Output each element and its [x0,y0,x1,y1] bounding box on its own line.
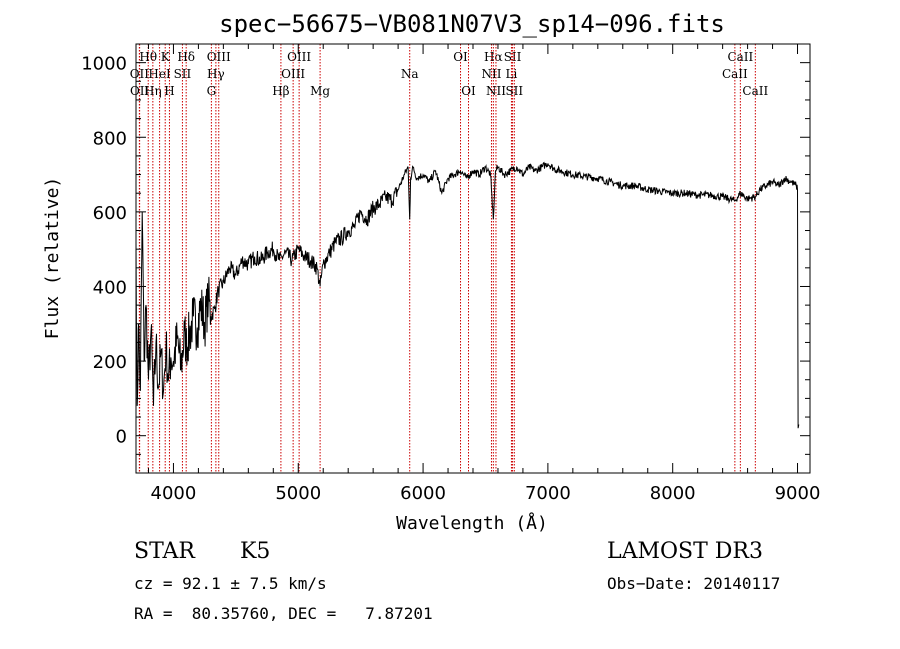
x-tick-label: 9000 [775,483,821,504]
obs-date: Obs−Date: 20140117 [607,574,781,593]
spectral-line-label: G [207,84,217,98]
x-tick-label: 7000 [525,483,571,504]
spectral-line-label: NII [481,67,501,81]
x-tick-label: 5000 [275,483,321,504]
chart-title: spec−56675−VB081N07V3_sp14−096.fits [219,10,725,38]
coordinates: RA = 80.35760, DEC = 7.87201 [134,604,433,623]
spectral-line-label: Na [401,67,419,81]
spectral-line-label: OI [453,50,468,64]
y-tick-label: 600 [93,203,127,224]
spectral-line-label: OIII [287,50,311,64]
object-subclass: K5 [240,539,271,564]
object-class: STAR [134,539,195,564]
y-tick-label: 0 [116,427,127,448]
x-axis-label: Wavelength (Å) [396,512,548,534]
spectral-line-label: Hθ [139,50,157,64]
spectral-line-label: SII [505,84,523,98]
spectral-line-label: Li [506,67,518,81]
spectral-line-label: Hη [144,84,162,98]
y-tick-label: 1000 [81,54,127,75]
spectral-line-label: CaII [727,50,753,64]
spectral-line-label: SII [174,67,192,81]
plot-frame [135,43,811,474]
y-tick-label: 800 [93,128,127,149]
spectral-line-label: NII [486,84,506,98]
spectral-line-label: OI [461,84,476,98]
x-tick-label: 6000 [400,483,446,504]
spectral-line-label: Mg [310,84,330,98]
survey-name: LAMOST DR3 [607,539,763,564]
spectral-line-label: CaII [742,84,768,98]
spectral-line-label: HeI [148,67,171,81]
y-axis-label: Flux (relative) [42,177,63,340]
x-tick-label: 4000 [151,483,197,504]
spectrum-line [135,161,800,429]
spectral-line-label: Hδ [177,50,195,64]
spectral-line-label: K [161,50,171,64]
y-tick-label: 200 [93,352,127,373]
x-axis: 4000 5000 6000 7000 8000 9000 [147,44,821,504]
spectral-line-label: H [164,84,174,98]
spectral-line-label: SII [504,50,522,64]
spectral-line-label: OIII [281,67,305,81]
spectral-line-label: CaII [722,67,748,81]
spectral-line-label: OII [130,84,150,98]
y-tick-label: 400 [93,277,127,298]
redshift-info: cz = 92.1 ± 7.5 km/s [134,574,327,593]
x-tick-label: 8000 [650,483,696,504]
spectral-line-label: Hβ [272,84,289,98]
spectral-line-label: Hγ [207,67,225,81]
spectral-line-label: OIII [207,50,231,64]
y-axis: 0 200 400 600 800 1000 [81,54,810,455]
spectral-line-label: Hα [484,50,503,64]
